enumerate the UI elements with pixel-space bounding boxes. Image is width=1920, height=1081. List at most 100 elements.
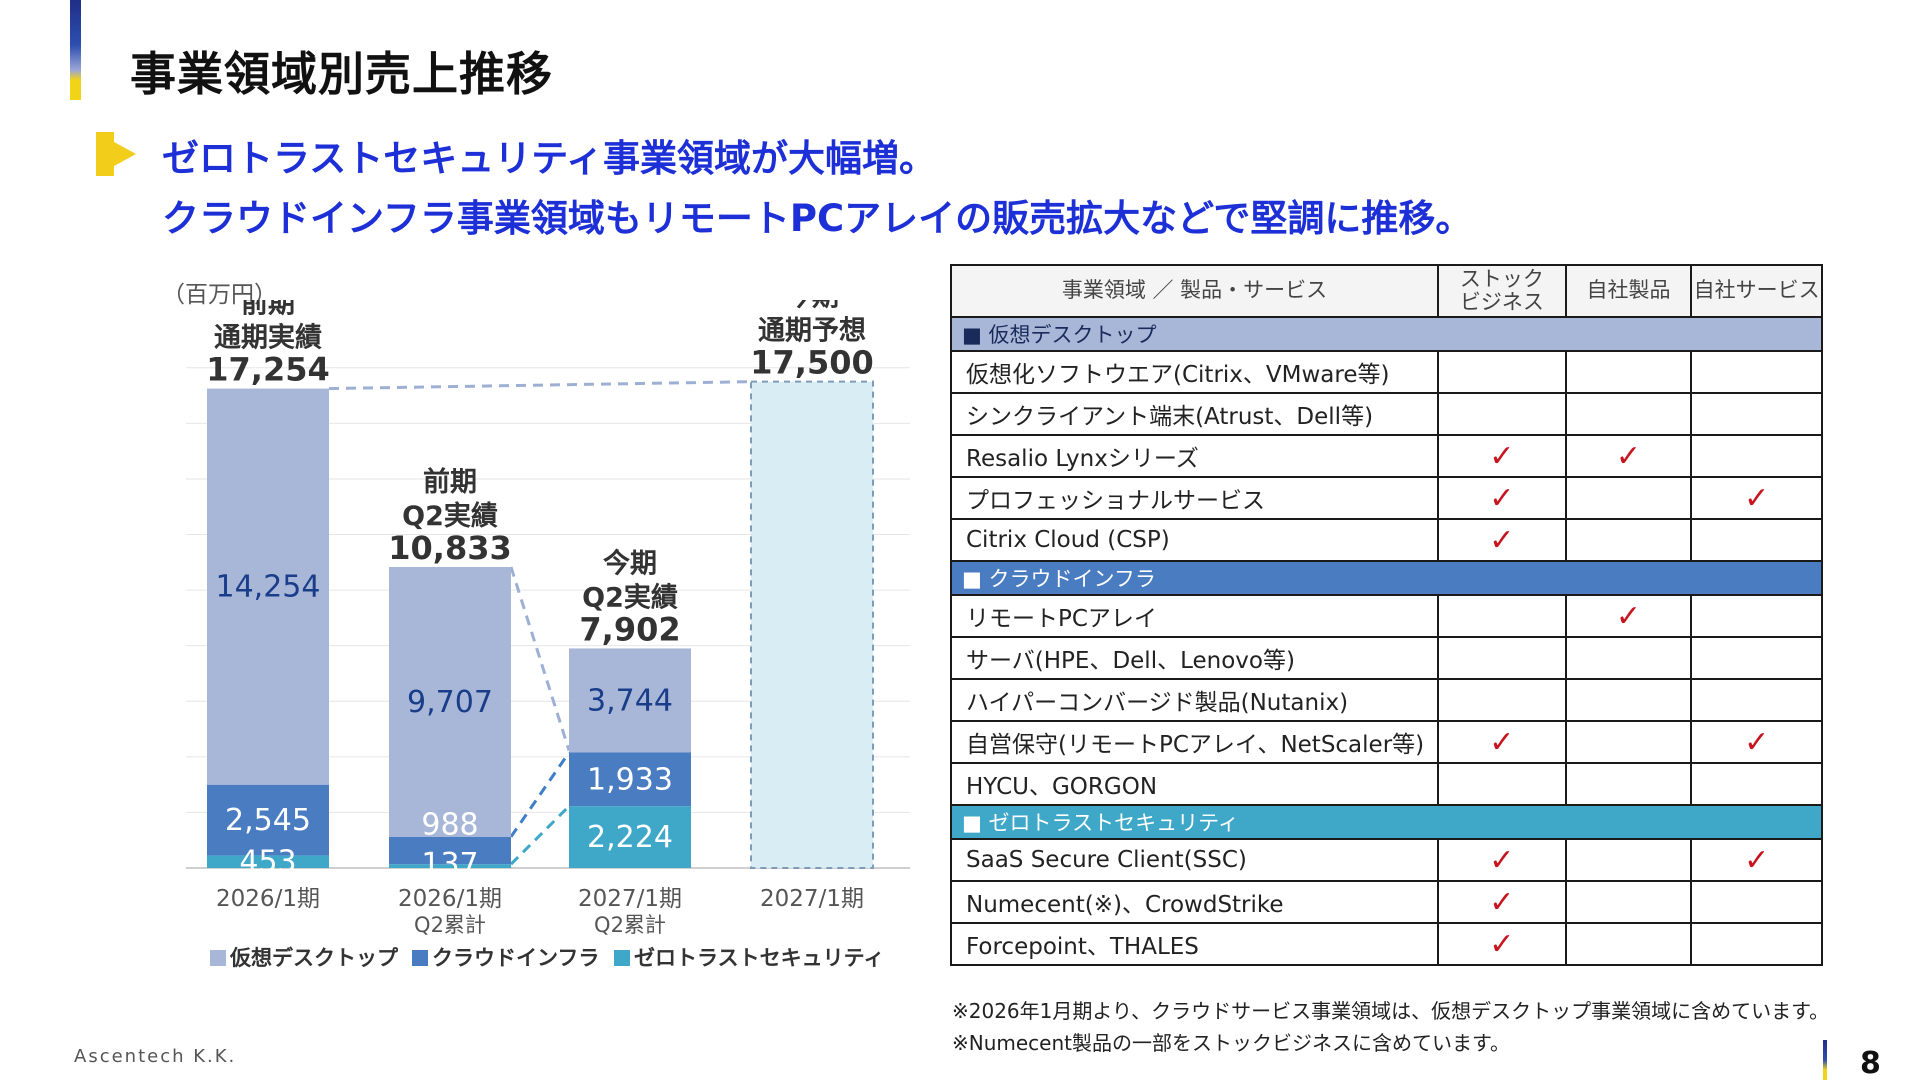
legend-label: ゼロトラストセキュリティ	[634, 946, 884, 970]
check-icon: ✓	[1437, 922, 1567, 966]
business-table-container: 事業領域 ／ 製品・サービス ストック ビジネス 自社製品 自社サービス ■ 仮…	[949, 264, 1823, 966]
total-label: 17,254	[206, 351, 329, 389]
check-icon: ✓	[1437, 838, 1567, 882]
table-section-label: ■ ゼロトラストセキュリティ	[950, 804, 1823, 840]
table-row: Numecent(※)、CrowdStrike ✓	[949, 880, 1823, 924]
table-cell-empty	[1564, 476, 1693, 520]
check-icon: ✓	[1690, 720, 1823, 764]
category-label: Q2累計	[414, 913, 486, 937]
page-number: 8	[1860, 1046, 1881, 1081]
table-row-label: Resalio Lynxシリーズ	[949, 434, 1440, 478]
footnote-2: ※Numecent製品の一部をストックビジネスに含めています。	[952, 1031, 1510, 1055]
total-label: Q2実績	[402, 500, 498, 532]
table-row: ハイパーコンバージド製品(Nutanix)	[949, 678, 1823, 722]
table-section-row: ■ ゼロトラストセキュリティ	[950, 804, 1823, 840]
table-row-label: SaaS Secure Client(SSC)	[949, 838, 1440, 882]
legend-label: クラウドインフラ	[432, 946, 599, 970]
total-label: 今期	[785, 300, 839, 313]
connector-line	[509, 566, 571, 751]
table-cell-empty	[1564, 720, 1693, 764]
table-row-label: Forcepoint、THALES	[949, 922, 1440, 966]
table-row-label: リモートPCアレイ	[949, 594, 1440, 638]
legend-swatch	[412, 950, 428, 966]
table-body: ■ 仮想デスクトップ 仮想化ソフトウエア(Citrix、VMware等) シンクライ…	[949, 316, 1823, 966]
table-row: Citrix Cloud (CSP) ✓	[949, 518, 1823, 562]
table-row: サーバ(HPE、Dell、Lenovo等)	[949, 636, 1823, 680]
business-domain-table: 事業領域 ／ 製品・サービス ストック ビジネス 自社製品 自社サービス ■ 仮…	[949, 264, 1823, 966]
table-cell-empty	[1437, 350, 1567, 394]
table-row-label: Numecent(※)、CrowdStrike	[949, 880, 1440, 924]
table-cell-empty	[1437, 678, 1567, 722]
table-cell-empty	[1564, 350, 1693, 394]
connector-line	[509, 805, 571, 866]
category-label: 2027/1期	[760, 886, 864, 912]
table-row-label: HYCU、GORGON	[949, 762, 1440, 806]
data-label: 3,744	[587, 683, 673, 718]
header-stock-line: ストック ビジネス	[1459, 266, 1544, 314]
bar-segment	[569, 806, 691, 868]
table-cell-empty	[1437, 392, 1567, 436]
chart-unit-label: （百万円）	[162, 282, 277, 308]
table-row-label: シンクライアント端末(Atrust、Dell等)	[949, 392, 1440, 436]
table-row: SaaS Secure Client(SSC) ✓ ✓	[949, 838, 1823, 882]
check-icon: ✓	[1437, 434, 1567, 478]
data-label: 1,933	[587, 762, 673, 797]
table-row-label: Citrix Cloud (CSP)	[949, 518, 1440, 562]
table-row: シンクライアント端末(Atrust、Dell等)	[949, 392, 1823, 436]
table-row-label: プロフェッショナルサービス	[949, 476, 1440, 520]
bar-segment	[389, 864, 511, 868]
header-own-service: 自社サービス	[1690, 264, 1823, 318]
table-cell-empty	[1564, 880, 1693, 924]
table-cell-empty	[1437, 636, 1567, 680]
table-row-label: ハイパーコンバージド製品(Nutanix)	[949, 678, 1440, 722]
data-label: 14,254	[216, 570, 321, 605]
chart-connectors	[328, 380, 752, 866]
title-accent-bar	[70, 0, 81, 100]
table-cell-empty	[1690, 922, 1823, 966]
total-label: 通期予想	[758, 316, 866, 347]
check-icon: ✓	[1437, 880, 1567, 924]
header-own-product: 自社製品	[1564, 264, 1693, 318]
chart-labels: 453 2,545 14,254 137 988 9,707 2,224 1,933 3,744…	[206, 300, 873, 937]
bar-segment	[207, 388, 329, 785]
table-cell-empty	[1564, 678, 1693, 722]
table-cell-empty	[1437, 762, 1567, 806]
bar-segment	[389, 836, 511, 865]
table-cell-empty	[1690, 392, 1823, 436]
total-label: 10,833	[388, 529, 511, 567]
table-section-label: ■ 仮想デスクトップ	[950, 316, 1823, 352]
table-section-row: ■ 仮想デスクトップ	[950, 316, 1823, 352]
table-cell-empty	[1690, 518, 1823, 562]
stacked-bar-chart: 453 2,545 14,254 137 988 9,707 2,224 1,933 3,744…	[186, 300, 910, 970]
table-row: Resalio Lynxシリーズ ✓ ✓	[949, 434, 1823, 478]
table-row-label: サーバ(HPE、Dell、Lenovo等)	[949, 636, 1440, 680]
chart-bars	[207, 380, 874, 870]
bar-segment	[389, 566, 511, 837]
footnote-1: ※2026年1月期より、クラウドサービス事業領域は、仮想デスクトップ事業領域に含…	[952, 999, 1830, 1023]
chart-legend: 仮想デスクトップ クラウドインフラ ゼロトラストセキュリティ	[210, 946, 884, 970]
total-label: Q2実績	[582, 581, 678, 613]
table-cell-empty	[1564, 838, 1693, 882]
check-icon: ✓	[1564, 594, 1693, 638]
table-cell-empty	[1564, 762, 1693, 806]
category-label: 2027/1期	[578, 886, 682, 912]
total-label: 17,500	[750, 344, 873, 382]
header-domain: 事業領域 ／ 製品・サービス	[949, 264, 1440, 318]
table-cell-empty	[1564, 392, 1693, 436]
total-label: 前期	[241, 300, 295, 320]
arrow-marker-icon	[96, 132, 136, 176]
table-row: HYCU、GORGON	[949, 762, 1823, 806]
header-stock-business: ストック ビジネス	[1437, 264, 1567, 318]
check-icon: ✓	[1437, 720, 1567, 764]
legend-swatch	[210, 950, 226, 966]
table-section-label: ■ クラウドインフラ	[950, 560, 1823, 596]
table-cell-empty	[1690, 594, 1823, 638]
legend-label: 仮想デスクトップ	[229, 946, 399, 970]
table-cell-empty	[1690, 678, 1823, 722]
table-row: 仮想化ソフトウエア(Citrix、VMware等)	[949, 350, 1823, 394]
total-label: 今期	[603, 547, 657, 579]
category-label: 2026/1期	[398, 886, 502, 912]
table-row: 自営保守(リモートPCアレイ、NetScaler等) ✓ ✓	[949, 720, 1823, 764]
table-cell-empty	[1690, 880, 1823, 924]
total-label: 通期実績	[214, 322, 322, 354]
